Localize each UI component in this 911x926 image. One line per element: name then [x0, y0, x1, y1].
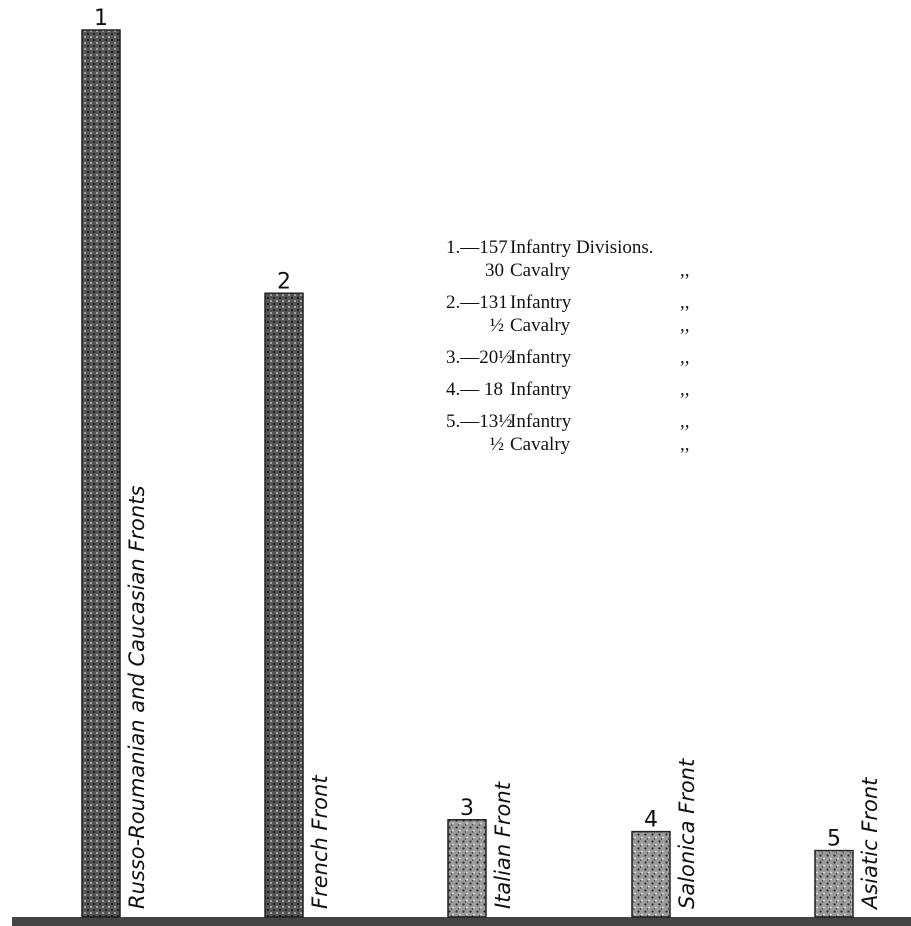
legend-text: Cavalry — [510, 260, 571, 281]
legend-ditto: ,, — [680, 434, 690, 455]
category-label-5: Asiatic Front — [858, 777, 882, 911]
legend-text: Infantry Divisions. — [510, 237, 654, 258]
legend-num: 30 — [485, 260, 504, 281]
legend-ditto: ,, — [680, 315, 690, 336]
legend-ditto: ,, — [680, 260, 690, 281]
category-label-2: French Front — [308, 775, 332, 909]
bar-3 — [447, 819, 487, 918]
legend-text: Cavalry — [510, 315, 571, 336]
legend-text: Infantry — [510, 292, 572, 313]
bar-number-2: 2 — [277, 269, 291, 294]
legend-text: Infantry — [510, 347, 572, 368]
bar-5 — [814, 849, 854, 918]
legend-num: 2.—131 — [446, 292, 508, 313]
legend-num: 3.—20½ — [446, 347, 513, 368]
legend-text: Infantry — [510, 411, 572, 432]
legend-num: 4.— 18 — [446, 379, 503, 400]
legend-ditto: ,, — [680, 379, 690, 400]
legend-ditto: ,, — [680, 347, 690, 368]
legend-num: 1.—157 — [446, 237, 508, 258]
category-label-4: Salonica Front — [675, 758, 699, 909]
legend-num: ½ — [489, 434, 504, 455]
legend-text: Cavalry — [510, 434, 571, 455]
legend-ditto: ,, — [680, 411, 690, 432]
bar-number-4: 4 — [644, 808, 658, 833]
legend-num: 5.—13½ — [446, 411, 513, 432]
legend-text: Infantry — [510, 379, 572, 400]
bar-1 — [81, 29, 121, 918]
baseline — [12, 917, 911, 926]
bar-number-5: 5 — [827, 827, 841, 852]
bar-4 — [631, 830, 671, 918]
category-label-3: Italian Front — [491, 781, 515, 909]
bar-number-1: 1 — [94, 6, 108, 31]
category-label-1: Russo-Roumanian and Caucasian Fronts — [125, 486, 149, 909]
bar-2 — [264, 292, 304, 918]
legend-ditto: ,, — [680, 292, 690, 313]
bar-number-3: 3 — [460, 796, 474, 821]
legend-num: ½ — [489, 315, 504, 336]
